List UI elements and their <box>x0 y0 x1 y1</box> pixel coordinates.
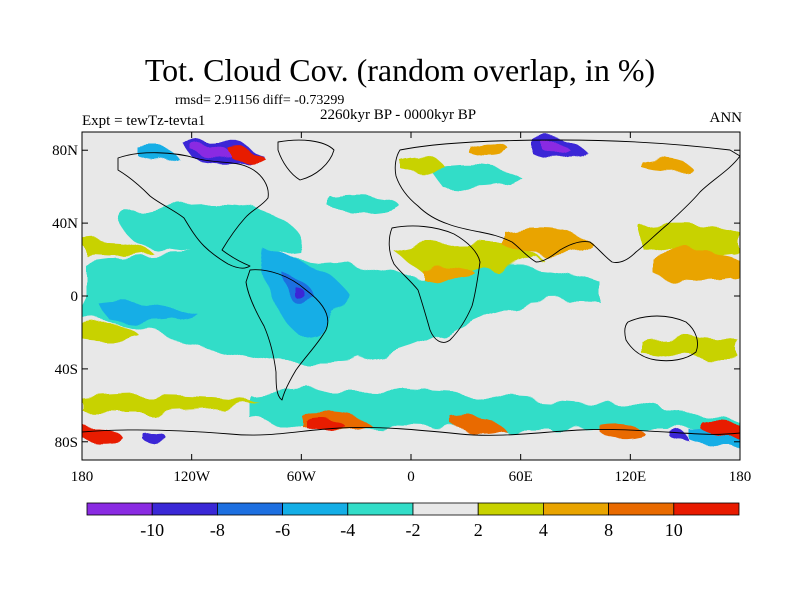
anomaly-region <box>670 431 690 443</box>
colorbar: -10 -8 -6 -4 -2 2 4 8 10 <box>86 502 740 540</box>
lon-tick-label: 60E <box>509 469 533 485</box>
anomaly-region <box>545 144 572 156</box>
colorbar-label: -8 <box>210 520 225 540</box>
colorbar-label: -2 <box>406 520 421 540</box>
anomaly-region <box>505 227 590 254</box>
colorbar-swatch <box>347 502 414 516</box>
colorbar-label: -6 <box>275 520 290 540</box>
lat-tick-label: 80N <box>52 143 78 159</box>
lat-tick-label: 40N <box>52 216 78 232</box>
anomaly-region <box>400 157 446 172</box>
lon-tick-label: 180 <box>71 469 94 485</box>
anomaly-region <box>82 238 150 254</box>
anomaly-region <box>470 142 512 158</box>
anomaly-region <box>82 323 140 340</box>
coastline-south-america <box>245 269 329 401</box>
lat-tick-label: 0 <box>71 289 79 305</box>
lat-tick-label: 80S <box>55 435 78 451</box>
anomaly-region <box>140 429 168 442</box>
colorbar-swatch <box>543 502 610 516</box>
coastline-africa <box>388 225 481 343</box>
coastlines <box>82 139 740 436</box>
lon-tick-label: 120W <box>173 469 211 485</box>
period-label: 2260kyr BP - 0000kyr BP <box>320 107 477 123</box>
latitude-axis: 80N 40N 0 40S 80S <box>52 143 740 451</box>
experiment-label: Expt = tewTz-tevta1 <box>82 113 206 129</box>
coastline-greenland <box>277 139 335 181</box>
season-label: ANN <box>709 110 743 126</box>
lat-tick-label: 40S <box>55 362 78 378</box>
anomaly-region <box>640 157 690 170</box>
coastline-antarctica <box>82 427 740 436</box>
anomaly-region <box>600 424 645 438</box>
colorbar-swatch <box>608 502 675 516</box>
colorbar-label: 4 <box>539 520 548 540</box>
map-title: Tot. Cloud Cov. (random overlap, in %) <box>144 52 656 88</box>
coastline-eurasia <box>394 139 740 263</box>
coastline-australia <box>624 315 698 362</box>
anomaly-region <box>82 394 260 412</box>
anomaly-region <box>640 336 740 359</box>
anomaly-region <box>82 428 125 444</box>
anomaly-region <box>100 303 200 325</box>
colorbar-label: -4 <box>340 520 355 540</box>
anomaly-region <box>250 389 740 431</box>
colorbar-swatch <box>151 502 218 516</box>
colorbar-label: -10 <box>140 520 164 540</box>
colorbar-label: 8 <box>604 520 613 540</box>
anomaly-region <box>652 252 740 282</box>
anomaly-region <box>700 417 740 437</box>
lon-tick-label: 180 <box>729 469 752 485</box>
anomaly-region <box>395 243 540 273</box>
coastline-north-america <box>117 152 269 269</box>
colorbar-swatch <box>412 502 479 516</box>
lon-tick-label: 120E <box>614 469 646 485</box>
anomaly-region <box>305 418 345 430</box>
lon-tick-label: 0 <box>407 469 415 485</box>
colorbar-label: 10 <box>665 520 683 540</box>
anomaly-region <box>455 418 505 434</box>
colorbar-label: 2 <box>474 520 483 540</box>
anomaly-region <box>420 266 478 280</box>
anomaly-region <box>290 282 306 299</box>
lon-tick-label: 60W <box>287 469 317 485</box>
anomaly-region <box>330 194 400 214</box>
colorbar-swatch <box>86 502 153 516</box>
anomaly-region <box>140 148 180 164</box>
anomaly-region <box>230 148 262 160</box>
stats-label: rmsd= 2.91156 diff= -0.73299 <box>175 93 345 108</box>
colorbar-swatch <box>282 502 349 516</box>
colorbar-swatch <box>477 502 544 516</box>
longitude-axis: 180 120W 60W 0 60E 120E 180 <box>71 132 752 485</box>
colorbar-swatch <box>216 502 283 516</box>
anomaly-field <box>82 139 740 447</box>
anomaly-region <box>123 204 303 256</box>
anomaly-region <box>640 223 740 256</box>
anomaly-region <box>195 146 232 158</box>
anomaly-region <box>430 165 520 186</box>
colorbar-swatch <box>673 502 740 516</box>
